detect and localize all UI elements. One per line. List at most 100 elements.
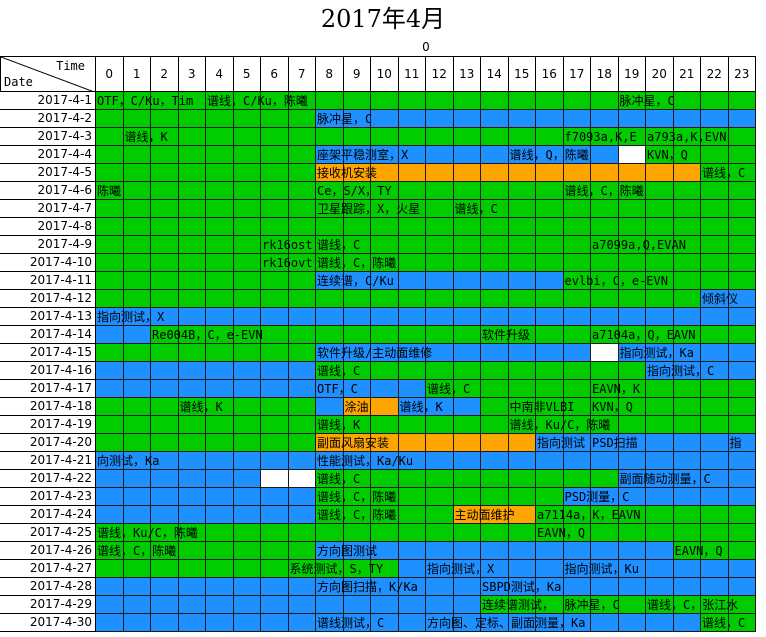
hour-cell[interactable] — [563, 290, 591, 308]
hour-cell[interactable] — [261, 488, 289, 506]
hour-cell[interactable] — [371, 344, 399, 362]
hour-cell[interactable] — [701, 416, 729, 434]
hour-cell[interactable] — [288, 542, 316, 560]
hour-cell[interactable] — [426, 524, 454, 542]
hour-cell[interactable] — [563, 200, 591, 218]
hour-cell[interactable] — [453, 524, 481, 542]
hour-cell[interactable] — [123, 578, 151, 596]
hour-cell[interactable] — [123, 416, 151, 434]
hour-cell[interactable] — [673, 542, 701, 560]
hour-cell[interactable] — [151, 128, 179, 146]
hour-cell[interactable] — [371, 416, 399, 434]
hour-cell[interactable] — [316, 398, 344, 416]
hour-cell[interactable] — [563, 542, 591, 560]
hour-cell[interactable] — [233, 506, 261, 524]
hour-cell[interactable] — [288, 398, 316, 416]
hour-cell[interactable] — [316, 416, 344, 434]
hour-cell[interactable] — [453, 92, 481, 110]
hour-cell[interactable] — [123, 182, 151, 200]
hour-cell[interactable] — [508, 542, 536, 560]
hour-cell[interactable] — [591, 236, 619, 254]
hour-cell[interactable] — [288, 272, 316, 290]
hour-cell[interactable] — [151, 218, 179, 236]
hour-cell[interactable] — [178, 146, 206, 164]
hour-cell[interactable] — [233, 452, 261, 470]
hour-cell[interactable] — [426, 110, 454, 128]
hour-cell[interactable] — [563, 344, 591, 362]
hour-cell[interactable] — [261, 182, 289, 200]
hour-cell[interactable] — [508, 182, 536, 200]
hour-cell[interactable] — [646, 218, 674, 236]
hour-cell[interactable] — [453, 506, 481, 524]
hour-cell[interactable] — [206, 542, 234, 560]
hour-cell[interactable] — [508, 362, 536, 380]
hour-cell[interactable] — [618, 182, 646, 200]
hour-cell[interactable] — [123, 164, 151, 182]
hour-cell[interactable] — [233, 416, 261, 434]
hour-cell[interactable] — [151, 614, 179, 632]
hour-cell[interactable] — [536, 218, 564, 236]
hour-cell[interactable] — [151, 362, 179, 380]
hour-cell[interactable] — [316, 488, 344, 506]
hour-cell[interactable] — [453, 218, 481, 236]
hour-cell[interactable] — [316, 614, 344, 632]
hour-cell[interactable] — [673, 326, 701, 344]
hour-cell[interactable] — [96, 488, 124, 506]
hour-cell[interactable] — [178, 506, 206, 524]
hour-cell[interactable] — [536, 290, 564, 308]
hour-cell[interactable] — [453, 326, 481, 344]
hour-cell[interactable] — [96, 362, 124, 380]
hour-cell[interactable] — [481, 560, 509, 578]
hour-cell[interactable] — [426, 236, 454, 254]
hour-cell[interactable] — [398, 416, 426, 434]
hour-cell[interactable] — [701, 398, 729, 416]
hour-cell[interactable] — [123, 362, 151, 380]
hour-cell[interactable] — [453, 182, 481, 200]
hour-cell[interactable] — [618, 398, 646, 416]
hour-cell[interactable] — [178, 362, 206, 380]
hour-cell[interactable] — [481, 290, 509, 308]
hour-cell[interactable] — [508, 524, 536, 542]
hour-cell[interactable] — [261, 344, 289, 362]
hour-cell[interactable] — [151, 308, 179, 326]
hour-cell[interactable] — [151, 236, 179, 254]
hour-cell[interactable] — [673, 146, 701, 164]
hour-cell[interactable] — [151, 92, 179, 110]
hour-cell[interactable] — [563, 164, 591, 182]
hour-cell[interactable] — [481, 272, 509, 290]
hour-cell[interactable] — [288, 128, 316, 146]
hour-cell[interactable] — [701, 380, 729, 398]
hour-cell[interactable] — [123, 308, 151, 326]
hour-cell[interactable] — [398, 380, 426, 398]
hour-cell[interactable] — [536, 488, 564, 506]
hour-cell[interactable] — [178, 452, 206, 470]
hour-cell[interactable] — [646, 146, 674, 164]
hour-cell[interactable] — [646, 542, 674, 560]
hour-cell[interactable] — [123, 128, 151, 146]
hour-cell[interactable] — [591, 272, 619, 290]
hour-cell[interactable] — [316, 470, 344, 488]
hour-cell[interactable] — [728, 488, 756, 506]
hour-cell[interactable] — [371, 452, 399, 470]
hour-cell[interactable] — [398, 236, 426, 254]
hour-cell[interactable] — [453, 344, 481, 362]
hour-cell[interactable] — [261, 434, 289, 452]
hour-cell[interactable] — [316, 110, 344, 128]
hour-cell[interactable] — [206, 218, 234, 236]
hour-cell[interactable] — [426, 290, 454, 308]
hour-cell[interactable] — [123, 254, 151, 272]
hour-cell[interactable] — [123, 110, 151, 128]
hour-cell[interactable] — [371, 470, 399, 488]
hour-cell[interactable] — [591, 614, 619, 632]
hour-cell[interactable] — [151, 326, 179, 344]
hour-cell[interactable] — [96, 254, 124, 272]
hour-cell[interactable] — [206, 578, 234, 596]
hour-cell[interactable] — [371, 218, 399, 236]
hour-cell[interactable] — [151, 488, 179, 506]
hour-cell[interactable] — [673, 488, 701, 506]
hour-cell[interactable] — [233, 488, 261, 506]
hour-cell[interactable] — [481, 488, 509, 506]
hour-cell[interactable] — [233, 110, 261, 128]
hour-cell[interactable] — [398, 326, 426, 344]
hour-cell[interactable] — [123, 326, 151, 344]
